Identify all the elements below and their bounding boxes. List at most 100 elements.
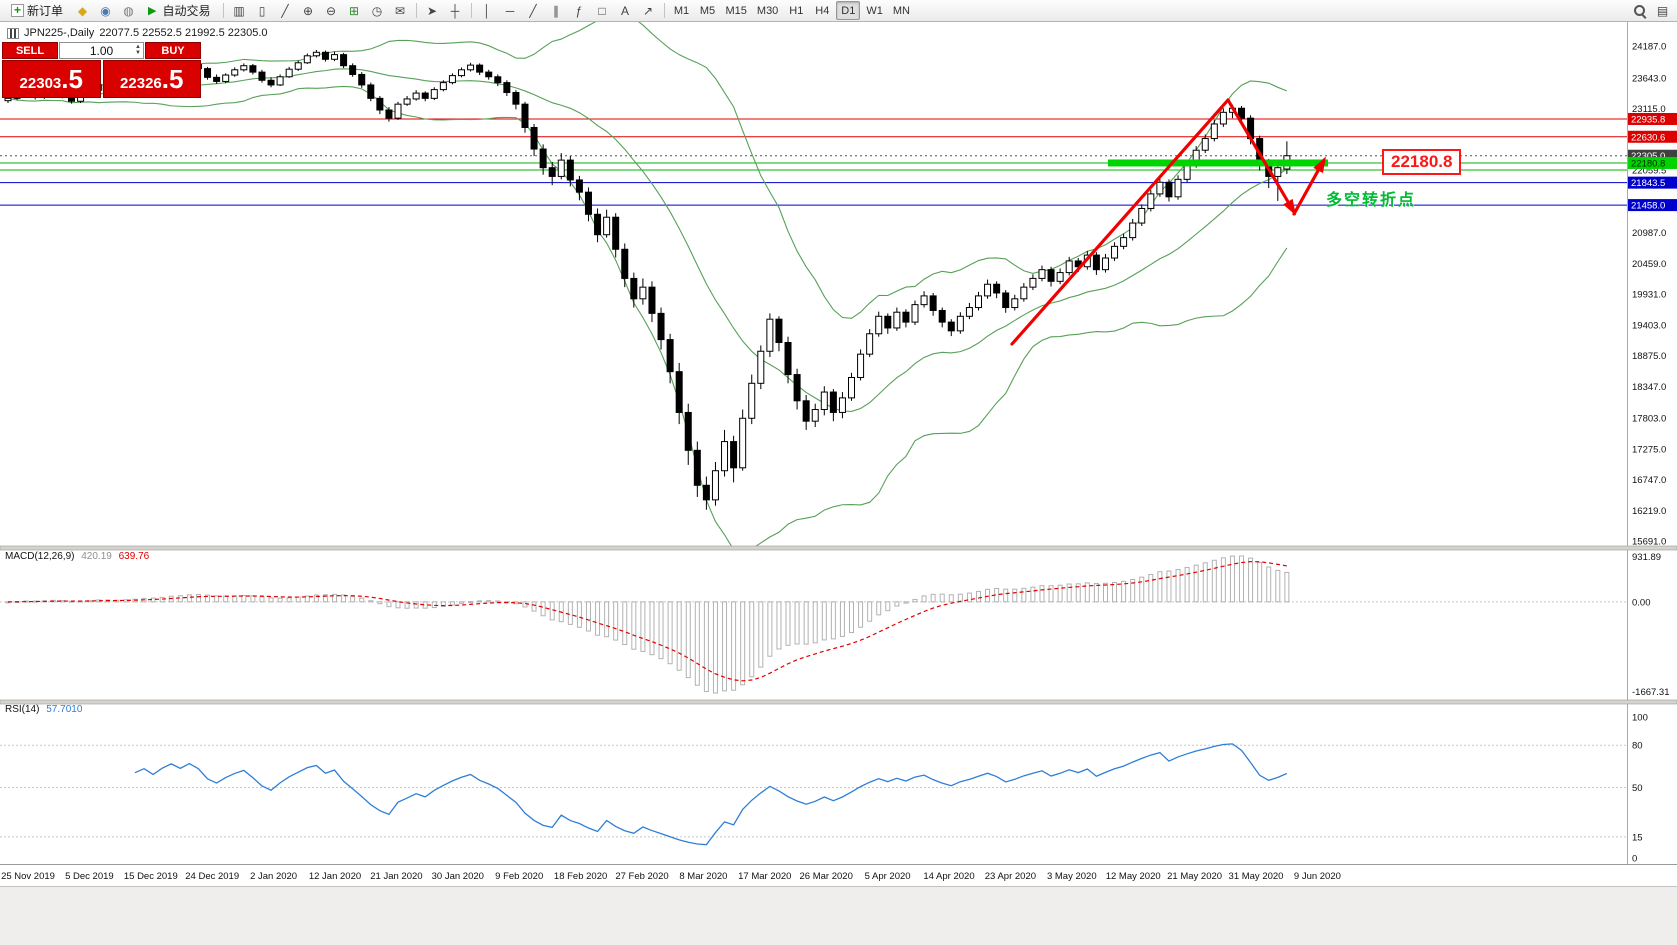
svg-text:24187.0: 24187.0: [1632, 42, 1666, 53]
new-order-button[interactable]: + 新订单: [4, 1, 70, 20]
rsi-value: 57.7010: [46, 704, 83, 715]
svg-text:-1667.31: -1667.31: [1632, 687, 1670, 698]
candlestick-chart-button[interactable]: ▯: [252, 1, 273, 20]
price-axis-labels: 24187.0 23643.0 23115.0 22059.5 20987.0 20459…: [1632, 42, 1666, 548]
crosshair-button[interactable]: ┼: [445, 1, 466, 20]
vertical-line-icon: │: [483, 3, 491, 18]
mql5-diamond-button[interactable]: ◆: [72, 1, 93, 20]
svg-text:931.89: 931.89: [1632, 552, 1661, 563]
timeframe-h4-button[interactable]: H4: [815, 4, 830, 17]
horizontal-line-icon: ─: [505, 3, 515, 18]
svg-text:26 Mar 2020: 26 Mar 2020: [800, 871, 853, 882]
tile-windows-button[interactable]: ⊞: [344, 1, 365, 20]
auto-trading-button[interactable]: ▶ 自动交易: [141, 1, 217, 20]
volume-value[interactable]: 1.00: [89, 43, 114, 58]
horizontal-line-button[interactable]: ─: [500, 1, 521, 20]
timeframe-m1-button[interactable]: M1: [673, 4, 690, 17]
window-separator[interactable]: [0, 699, 1677, 705]
chart-window-icon: [7, 27, 19, 39]
chart-list-icon: ▤: [1656, 3, 1669, 18]
timeframe-m30-button[interactable]: M30: [756, 4, 779, 17]
fibonacci-icon: ƒ: [575, 3, 583, 18]
macd-main-value: 420.19: [81, 551, 112, 562]
chart-symbol-label: JPN225-,Daily: [24, 27, 95, 39]
svg-text:12 May 2020: 12 May 2020: [1106, 871, 1161, 882]
svg-text:2 Jan 2020: 2 Jan 2020: [250, 871, 297, 882]
svg-text:5 Apr 2020: 5 Apr 2020: [865, 871, 911, 882]
new-order-icon: +: [11, 4, 24, 17]
toolbar-separator: [470, 3, 472, 18]
svg-text:21 May 2020: 21 May 2020: [1167, 871, 1222, 882]
one-click-trading-panel: SELL 1.00 ▲ ▼ BUY 22303 .5 22326 .5: [2, 42, 201, 98]
main-chart-layer: [0, 22, 1627, 546]
window-separator[interactable]: [0, 545, 1677, 551]
timeframe-h1-button[interactable]: H1: [789, 4, 804, 17]
bar-chart-button[interactable]: ▥: [229, 1, 250, 20]
toolbar-separator: [222, 3, 224, 18]
sell-price-main: 22303: [19, 75, 62, 92]
svg-text:22059.5: 22059.5: [1632, 166, 1666, 177]
new-order-label: 新订单: [27, 4, 64, 18]
trend-line-1[interactable]: [1010, 98, 1230, 346]
svg-text:15 Dec 2019: 15 Dec 2019: [124, 871, 178, 882]
vertical-line-button[interactable]: │: [477, 1, 498, 20]
volume-increase-icon[interactable]: ▲: [135, 44, 141, 50]
rsi-axis-labels: 100 80 50 15 0: [1632, 713, 1648, 865]
signals-button[interactable]: ◍: [118, 1, 139, 20]
fibonacci-button[interactable]: ƒ: [569, 1, 590, 20]
channel-button[interactable]: ∥: [546, 1, 567, 20]
rsi-indicator-label: RSI(14) 57.7010: [5, 704, 82, 715]
trendline-button[interactable]: ╱: [523, 1, 544, 20]
svg-text:17803.0: 17803.0: [1632, 414, 1666, 425]
mail-button[interactable]: ✉: [390, 1, 411, 20]
text-button[interactable]: A: [615, 1, 636, 20]
shapes-button[interactable]: □: [592, 1, 613, 20]
zoom-out-button[interactable]: ⊖: [321, 1, 342, 20]
arrow-button[interactable]: ↗: [638, 1, 659, 20]
svg-text:22180.8: 22180.8: [1631, 158, 1665, 169]
sell-label[interactable]: SELL: [2, 42, 58, 59]
volume-spinner[interactable]: ▲ ▼: [135, 44, 141, 56]
price-scale[interactable]: [1628, 22, 1677, 864]
volume-field[interactable]: 1.00 ▲ ▼: [59, 42, 144, 59]
buy-button[interactable]: 22326 .5: [102, 60, 201, 98]
volume-decrease-icon[interactable]: ▼: [135, 50, 141, 56]
market-watch-button[interactable]: ◉: [95, 1, 116, 20]
svg-text:30 Jan 2020: 30 Jan 2020: [432, 871, 484, 882]
search-button[interactable]: [1629, 1, 1650, 20]
timeframe-d1-button[interactable]: D1: [836, 1, 861, 20]
price-annotation-box[interactable]: 22180.8: [1382, 149, 1462, 175]
svg-text:50: 50: [1632, 783, 1643, 794]
search-icon: [1633, 4, 1646, 17]
zoom-in-button[interactable]: ⊕: [298, 1, 319, 20]
toolbar-separator: [415, 3, 417, 18]
auto-trading-label: 自动交易: [162, 4, 211, 18]
turning-point-label[interactable]: 多空转折点: [1326, 192, 1417, 209]
svg-text:25 Nov 2019: 25 Nov 2019: [1, 871, 55, 882]
svg-text:16747.0: 16747.0: [1632, 475, 1666, 486]
clock-button[interactable]: ◷: [367, 1, 388, 20]
rsi-panel: [0, 743, 1627, 846]
trend-arrowhead-2: [1283, 198, 1297, 216]
candlestick-chart-icon: ▯: [258, 3, 266, 18]
svg-text:21843.5: 21843.5: [1631, 178, 1665, 189]
svg-text:23115.0: 23115.0: [1632, 104, 1666, 115]
timeframe-m5-button[interactable]: M5: [699, 4, 716, 17]
timeframe-mn-button[interactable]: MN: [892, 4, 910, 17]
trend-line-2[interactable]: [1226, 98, 1296, 214]
cursor-button[interactable]: ➤: [422, 1, 443, 20]
svg-text:24 Dec 2019: 24 Dec 2019: [185, 871, 239, 882]
timeframe-m15-button[interactable]: M15: [725, 4, 747, 17]
zoom-in-icon: ⊕: [302, 3, 314, 18]
rsi-line: [134, 743, 1288, 846]
sell-button[interactable]: 22303 .5: [2, 60, 101, 98]
timeframe-w1-button[interactable]: W1: [866, 4, 883, 17]
chart-title: JPN225-,Daily 22077.5 22552.5 21992.5 22…: [7, 27, 268, 39]
chart-list-button[interactable]: ▤: [1652, 1, 1673, 20]
line-chart-button[interactable]: ╱: [275, 1, 296, 20]
macd-panel: [0, 555, 1627, 694]
buy-label[interactable]: BUY: [145, 42, 201, 59]
time-axis-labels[interactable]: 25 Nov 2019 5 Dec 2019 15 Dec 2019 24 Dec 2…: [1, 871, 1341, 882]
support-band[interactable]: [1108, 159, 1328, 167]
